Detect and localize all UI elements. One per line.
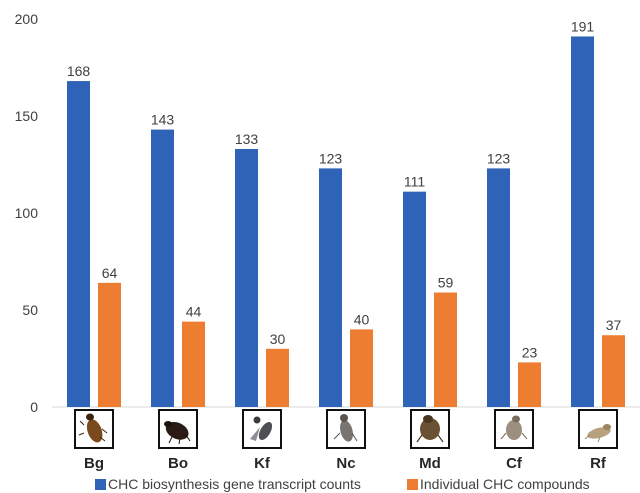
bar-transcript-counts-nc xyxy=(319,168,342,407)
legend-swatch-transcript-counts xyxy=(95,479,106,490)
data-label: 123 xyxy=(487,150,511,166)
category-label: Rf xyxy=(590,455,607,472)
bar-transcript-counts-cf xyxy=(487,168,510,407)
bar-chc-compounds-rf xyxy=(602,335,625,407)
insect-bo-icon xyxy=(158,409,198,449)
bar-chc-compounds-bg xyxy=(98,282,121,407)
category-label: Md xyxy=(419,455,441,472)
data-label: 64 xyxy=(102,265,118,281)
insect-cf-icon xyxy=(494,409,534,449)
data-label: 191 xyxy=(571,18,595,34)
bar-chc-compounds-md xyxy=(434,292,457,407)
bar-transcript-counts-md xyxy=(403,191,426,407)
data-label: 133 xyxy=(235,131,259,147)
bar-chc-compounds-cf xyxy=(518,362,541,407)
insect-bg-icon xyxy=(74,409,114,449)
legend-swatch-chc-compounds xyxy=(407,479,418,490)
data-label: 123 xyxy=(319,150,343,166)
y-tick-label: 100 xyxy=(15,205,39,221)
bar-transcript-counts-kf xyxy=(235,148,258,408)
category-label: Bg xyxy=(84,455,104,472)
data-label: 44 xyxy=(186,304,202,320)
insect-nc-icon xyxy=(326,409,366,449)
bar-chc-compounds-kf xyxy=(266,348,289,407)
insect-kf-icon xyxy=(242,409,282,449)
y-tick-label: 150 xyxy=(15,108,39,124)
data-label: 37 xyxy=(606,317,622,333)
data-label: 59 xyxy=(438,275,454,291)
y-tick-label: 50 xyxy=(22,302,38,318)
bar-transcript-counts-rf xyxy=(571,36,594,408)
data-label: 143 xyxy=(151,112,175,128)
category-label: Cf xyxy=(506,455,523,472)
insect-rf-icon xyxy=(578,409,618,449)
data-label: 40 xyxy=(354,311,370,327)
bar-chc-compounds-nc xyxy=(350,329,373,407)
category-label: Nc xyxy=(336,455,355,472)
legend-label: CHC biosynthesis gene transcript counts xyxy=(108,476,361,492)
y-tick-label: 0 xyxy=(30,399,38,415)
category-label: Bo xyxy=(168,455,188,472)
data-label: 23 xyxy=(522,344,538,360)
insect-md-icon xyxy=(410,409,450,449)
bar-transcript-counts-bo xyxy=(151,129,174,407)
category-label: Kf xyxy=(254,455,271,472)
y-tick-label: 200 xyxy=(15,11,39,27)
data-label: 168 xyxy=(67,63,91,79)
bar-chc-compounds-bo xyxy=(182,321,205,407)
data-label: 30 xyxy=(270,331,286,347)
data-label: 111 xyxy=(404,174,425,190)
legend-label: Individual CHC compounds xyxy=(420,476,590,492)
bar-transcript-counts-bg xyxy=(67,81,90,407)
